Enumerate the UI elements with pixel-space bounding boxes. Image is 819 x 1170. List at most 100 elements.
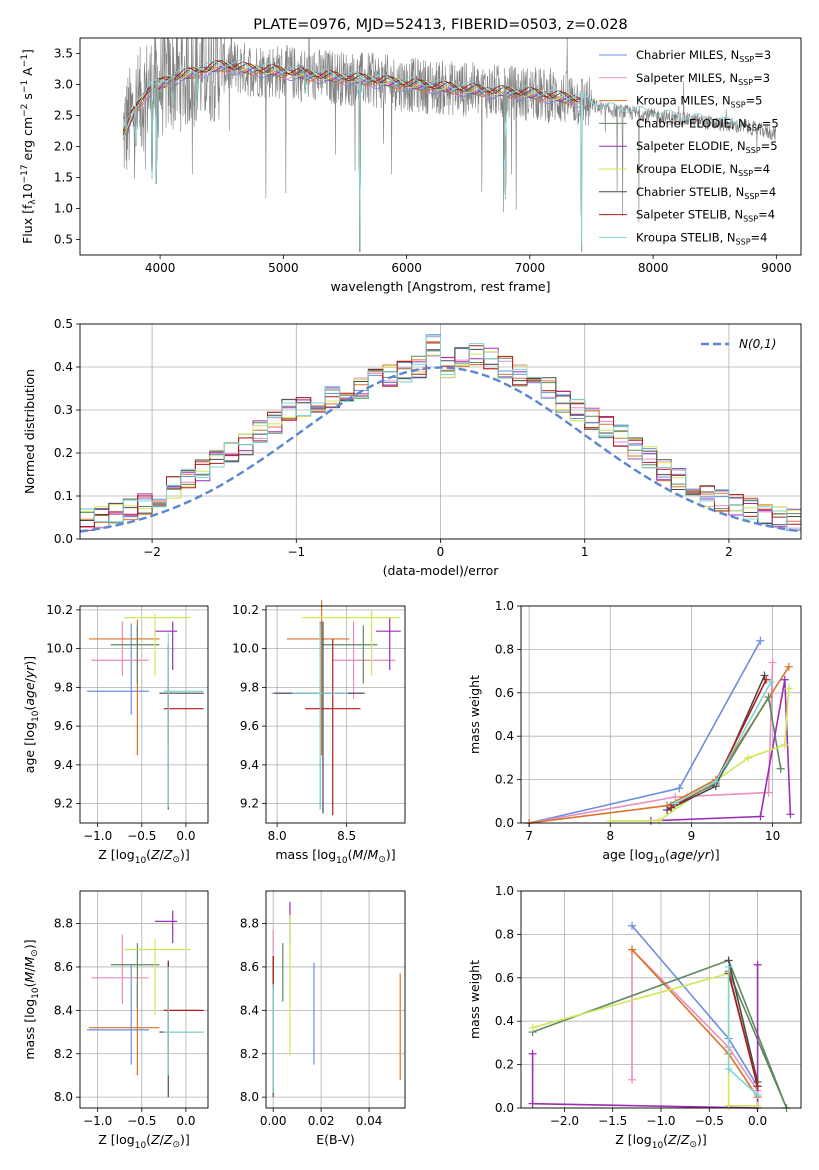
weight-vs-Z-marker-0-0 xyxy=(628,921,637,930)
spectrum-data-line xyxy=(122,38,777,223)
residuals-xtick-label-3: 1 xyxy=(581,545,589,559)
weight-vs-age-marker-4-2 xyxy=(780,675,789,684)
weight-vs-age-ytick-label-3: 0.6 xyxy=(495,686,514,700)
residuals-gaussian-curve xyxy=(79,366,802,533)
weight-vs-age-xlabel: age [log10(age/yr)] xyxy=(602,847,719,866)
age-vs-Z-point-8 xyxy=(163,633,204,808)
weight-vs-age-ytick-label-1: 0.2 xyxy=(495,773,514,787)
age-vs-Z-axes xyxy=(80,606,208,823)
weight-vs-age-xtick-label-2: 9 xyxy=(688,829,696,843)
weight-vs-Z-series-7 xyxy=(727,973,759,1087)
weight-vs-age-marker-2-3 xyxy=(784,662,793,671)
spectrum-legend-label-8: Kroupa STELIB, NSSP=4 xyxy=(636,230,767,246)
spectrum-ytick-label-1: 1.0 xyxy=(54,202,73,216)
weight-vs-age-marker-0-1 xyxy=(675,784,684,793)
spectrum-title: PLATE=0976, MJD=52413, FIBERID=0503, z=0… xyxy=(253,17,627,33)
mass-vs-Z-xlabel: Z [log10(Z/Z⊙)] xyxy=(98,1132,190,1151)
spectrum-ytick-label-6: 3.5 xyxy=(54,47,73,61)
age-vs-mass-xtick-label-1: 8.5 xyxy=(337,829,356,843)
weight-vs-age-marker-5-4 xyxy=(784,684,793,693)
age-vs-Z-ytick-label-5: 10.2 xyxy=(46,603,73,617)
residuals-xlabel: (data-model)/error xyxy=(383,563,500,578)
weight-vs-Z-marker-1-0 xyxy=(628,1075,637,1084)
weight-vs-age-marker-8-2 xyxy=(766,677,775,686)
weight-vs-age-series-4 xyxy=(650,679,792,822)
mass-vs-Z-plot-area xyxy=(87,910,204,1098)
weight-vs-Z-xtick-label-2: −1.0 xyxy=(646,1114,675,1128)
weight-vs-age-marker-1-2 xyxy=(764,788,773,797)
age-vs-Z-point-5 xyxy=(124,613,191,676)
weight-vs-age-marker-5-2 xyxy=(744,753,753,762)
spectrum-legend-label-2: Kroupa MILES, NSSP=5 xyxy=(636,94,762,110)
age-vs-mass-ytick-label-2: 9.6 xyxy=(240,719,259,733)
weight-vs-age-marker-1-3 xyxy=(768,658,777,667)
age-vs-Z-xtick-label-0: −1.0 xyxy=(83,829,112,843)
mass-vs-ebv-ytick-label-1: 8.2 xyxy=(240,1047,259,1061)
age-vs-Z-frame: −1.0 −0.5 0.0 9.2 9.4 9.6 9.8 10.0 10.2 Z [log10(… xyxy=(22,603,209,866)
weight-vs-Z-marker-8-0 xyxy=(724,962,733,971)
spectrum-xlabel: wavelength [Angstrom, rest frame] xyxy=(330,279,550,294)
weight-vs-age-marker-6-0 xyxy=(663,805,672,814)
spectrum-legend: Chabrier MILES, NSSP=3 Salpeter MILES, NS… xyxy=(599,48,779,246)
mass-vs-ebv-border xyxy=(265,890,406,1109)
weight-vs-Z-axes xyxy=(521,890,801,1109)
residuals-xtick-label-1: −1 xyxy=(287,545,305,559)
mass-vs-Z-xtick-label-2: 0.0 xyxy=(176,1114,195,1128)
mass-vs-ebv-plot-area xyxy=(272,901,401,1098)
age-vs-Z-point-1 xyxy=(91,621,149,676)
residuals-xtick-label-0: −2 xyxy=(143,545,161,559)
age-vs-Z-xtick-label-1: −0.5 xyxy=(127,829,156,843)
age-vs-mass-xlabel: mass [log10(M/M⊙)] xyxy=(275,847,395,866)
mass-vs-ebv-xtick-label-2: 0.04 xyxy=(356,1114,383,1128)
weight-vs-age-xtick-label-0: 7 xyxy=(525,829,533,843)
residuals-hist-8 xyxy=(80,335,801,531)
age-vs-Z-ylabel: age [log10(age/yr)] xyxy=(22,656,41,773)
weight-vs-age-marker-3-3 xyxy=(776,764,785,773)
age-vs-mass-point-4 xyxy=(375,617,401,670)
weight-vs-Z-series-5 xyxy=(532,972,758,1107)
mass-vs-ebv-ytick-label-4: 8.8 xyxy=(240,917,259,931)
mass-vs-Z-xtick-label-0: −1.0 xyxy=(83,1114,112,1128)
spectrum-legend-label-3: Chabrier ELODIE, NSSP=5 xyxy=(636,116,779,132)
age-vs-Z-point-7 xyxy=(163,689,204,748)
spectrum-ytick-label-3: 2.0 xyxy=(54,140,73,154)
weight-vs-Z-marker-4-0 xyxy=(528,1049,537,1058)
age-vs-mass-point-5 xyxy=(302,609,400,676)
mass-vs-Z-ylabel: mass [log10(M/M⊙)] xyxy=(22,939,41,1059)
age-vs-mass-border xyxy=(265,605,406,824)
weight-vs-Z-xtick-label-4: 0.0 xyxy=(748,1114,767,1128)
residuals-frame: −2 −1 0 1 2 0.0 0.1 0.2 0.3 0.4 0.5 (data-model)/er… xyxy=(22,317,802,578)
weight-vs-Z-ylabel: mass weight xyxy=(467,960,482,1039)
mass-vs-Z-point-7 xyxy=(163,962,204,1054)
mass-vs-ebv-ytick-label-2: 8.4 xyxy=(240,1003,259,1017)
residuals-ytick-label-0: 0.0 xyxy=(54,532,73,546)
age-vs-mass-point-3 xyxy=(321,625,378,684)
weight-vs-Z-series-2 xyxy=(631,949,759,1098)
residuals-ytick-label-2: 0.2 xyxy=(54,446,73,460)
age-vs-Z-point-0 xyxy=(87,623,149,715)
weight-vs-Z-marker-7-1 xyxy=(753,1082,762,1091)
weight-vs-age-plot-area xyxy=(525,636,795,827)
age-vs-Z-ytick-label-1: 9.4 xyxy=(54,758,73,772)
age-vs-mass-frame: 8.0 8.5 9.2 9.4 9.6 9.8 10.0 10.2 mass [log10(M/… xyxy=(232,603,406,866)
weight-vs-Z-series-1 xyxy=(631,947,759,1092)
residuals-xtick-label-4: 2 xyxy=(725,545,733,559)
weight-vs-Z-ytick-label-1: 0.2 xyxy=(495,1058,514,1072)
age-vs-mass-ytick-label-0: 9.2 xyxy=(240,797,259,811)
spectrum-model-line-8 xyxy=(122,60,740,252)
weight-vs-age-ylabel: mass weight xyxy=(467,675,482,754)
weight-vs-Z-xlabel: Z [log10(Z/Z⊙)] xyxy=(615,1132,707,1151)
weight-vs-Z-xtick-label-3: −0.5 xyxy=(695,1114,724,1128)
age-vs-Z-ytick-label-3: 9.8 xyxy=(54,680,73,694)
age-vs-mass-ytick-label-3: 9.8 xyxy=(240,680,259,694)
weight-vs-age-marker-7-2 xyxy=(762,675,771,684)
weight-vs-age-series-1 xyxy=(528,662,774,824)
age-vs-mass-xtick-label-0: 8.0 xyxy=(268,829,287,843)
weight-vs-Z-series-6 xyxy=(727,960,759,1083)
residuals-ytick-label-3: 0.3 xyxy=(54,403,73,417)
spectrum-xtick-label-2: 6000 xyxy=(391,261,422,275)
spectrum-legend-label-4: Salpeter ELODIE, NSSP=5 xyxy=(636,139,778,155)
weight-vs-Z-ytick-label-4: 0.8 xyxy=(495,927,514,941)
weight-vs-age-marker-4-1 xyxy=(756,812,765,821)
weight-vs-Z-xtick-label-0: −2.0 xyxy=(550,1114,579,1128)
